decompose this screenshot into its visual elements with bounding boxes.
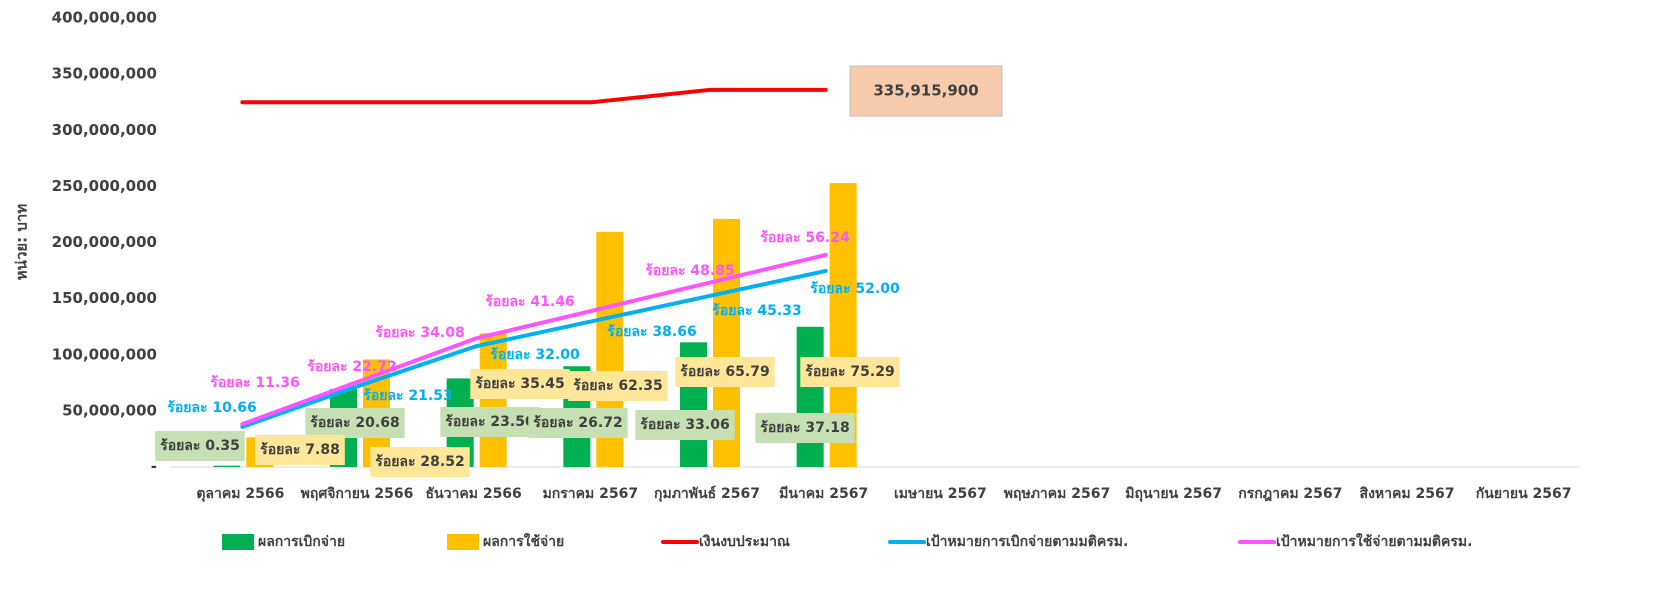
- x-tick-label: มีนาคม 2567: [779, 486, 868, 502]
- x-tick-label: มิถุนายน 2567: [1125, 486, 1222, 502]
- data-label: ร้อยละ 23.50: [445, 414, 535, 430]
- data-label-box: [370, 447, 470, 477]
- x-tick-label: กันยายน 2567: [1476, 486, 1572, 502]
- data-label: ร้อยละ 37.18: [760, 420, 849, 436]
- data-label-box: [440, 407, 540, 437]
- y-tick-label: 250,000,000: [52, 177, 157, 195]
- data-label-box: [155, 431, 245, 461]
- data-label: ร้อยละ 26.72: [533, 415, 622, 431]
- bar: [213, 465, 241, 467]
- legend-label: เงินงบประมาณ: [699, 534, 790, 550]
- y-axis-label: หน่วย: บาท: [13, 204, 31, 281]
- data-label: ร้อยละ 22.72: [307, 359, 396, 375]
- data-label: ร้อยละ 21.53: [363, 388, 452, 404]
- data-label: ร้อยละ 32.00: [490, 347, 580, 363]
- legend-label: ผลการเบิกจ่าย: [258, 534, 345, 550]
- y-tick-label: 300,000,000: [52, 121, 157, 139]
- data-label-box: [470, 369, 570, 399]
- data-label-group: ร้อยละ 28.52: [370, 447, 470, 477]
- y-tick-label: 350,000,000: [52, 65, 157, 83]
- line: [240, 87, 828, 105]
- data-label: ร้อยละ 33.06: [640, 417, 729, 433]
- legend-swatch: [447, 534, 479, 550]
- data-label-group: ร้อยละ 33.06: [635, 410, 735, 440]
- data-label: ร้อยละ 7.88: [260, 442, 340, 458]
- data-label-group: ร้อยละ 0.35: [155, 431, 245, 461]
- data-label: ร้อยละ 41.46: [485, 294, 574, 310]
- data-label: ร้อยละ 20.68: [310, 415, 399, 431]
- bar: [796, 326, 824, 467]
- data-label: ร้อยละ 35.45: [475, 376, 564, 392]
- x-tick-label: กรกฎาคม 2567: [1238, 486, 1342, 502]
- data-label: ร้อยละ 11.36: [210, 375, 299, 391]
- data-label: ร้อยละ 75.29: [805, 364, 894, 380]
- data-label: ร้อยละ 34.08: [375, 325, 464, 341]
- data-label: ร้อยละ 45.33: [712, 303, 801, 319]
- x-tick-label: สิงหาคม 2567: [1359, 486, 1454, 502]
- data-label: ร้อยละ 52.00: [810, 281, 900, 297]
- data-label: ร้อยละ 48.85: [645, 263, 734, 279]
- data-label-box: [568, 371, 668, 401]
- data-label-group: ร้อยละ 23.50: [440, 407, 540, 437]
- data-label-box: [528, 408, 628, 438]
- data-label-box: [255, 435, 345, 465]
- data-label-group: ร้อยละ 62.35: [568, 371, 668, 401]
- x-tick-label: กุมภาพันธ์ 2567: [654, 485, 760, 502]
- x-tick-label: พฤษภาคม 2567: [1004, 486, 1110, 502]
- data-label: ร้อยละ 65.79: [680, 364, 769, 380]
- data-label-box: [675, 357, 775, 387]
- x-tick-label: ธันวาคม 2566: [426, 486, 522, 502]
- data-label-box: [305, 408, 405, 438]
- y-tick-label: -: [151, 458, 157, 476]
- legend-label: เป้าหมายการใช้จ่ายตามมติครม.: [1276, 532, 1472, 550]
- data-label-group: ร้อยละ 37.18: [755, 413, 855, 443]
- line: [240, 252, 828, 427]
- data-label-group: ร้อยละ 20.68: [305, 408, 405, 438]
- y-tick-label: 50,000,000: [62, 401, 157, 419]
- data-label: 335,915,900: [873, 82, 978, 100]
- y-tick-label: 150,000,000: [52, 289, 157, 307]
- x-tick-label: เมษายน 2567: [894, 486, 987, 502]
- legend-label: ผลการใช้จ่าย: [483, 532, 564, 550]
- y-tick-label: 100,000,000: [52, 345, 157, 363]
- x-tick-label: มกราคม 2567: [543, 486, 639, 502]
- data-label: ร้อยละ 0.35: [160, 438, 240, 454]
- legend-label: เป้าหมายการเบิกจ่ายตามมติครม.: [926, 534, 1128, 550]
- x-tick-label: พฤศจิกายน 2566: [301, 486, 414, 502]
- legend-swatch: [222, 534, 254, 550]
- line: [240, 268, 828, 429]
- data-label: ร้อยละ 10.66: [167, 400, 256, 416]
- data-label: ร้อยละ 62.35: [573, 378, 662, 394]
- data-label-group: ร้อยละ 65.79: [675, 357, 775, 387]
- y-tick-label: 400,000,000: [52, 9, 157, 27]
- data-label-box: [755, 413, 855, 443]
- y-tick-label: 200,000,000: [52, 233, 157, 251]
- data-label-box: [800, 357, 900, 387]
- data-label-group: ร้อยละ 35.45: [470, 369, 570, 399]
- data-label: ร้อยละ 56.24: [760, 230, 850, 246]
- data-label-group: ร้อยละ 75.29: [800, 357, 900, 387]
- data-label-group: ร้อยละ 7.88: [255, 435, 345, 465]
- data-label-box: [635, 410, 735, 440]
- data-label: ร้อยละ 28.52: [375, 454, 464, 470]
- bar: [479, 333, 507, 467]
- annotation-box: [849, 65, 1003, 117]
- x-tick-label: ตุลาคม 2566: [196, 486, 284, 502]
- data-label: ร้อยละ 38.66: [607, 324, 696, 340]
- data-label-group: ร้อยละ 26.72: [528, 408, 628, 438]
